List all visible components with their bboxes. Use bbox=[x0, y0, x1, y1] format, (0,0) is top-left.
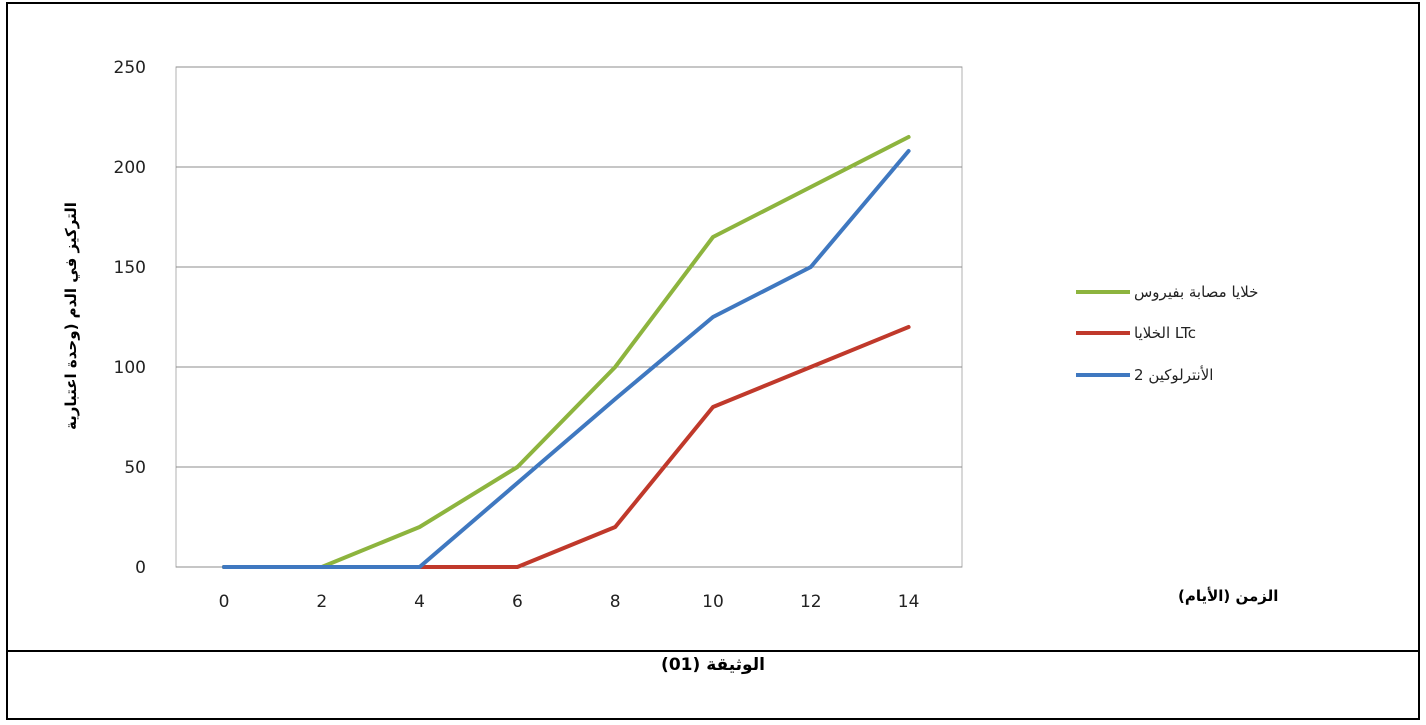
y-tick-label: 250 bbox=[114, 58, 146, 78]
x-tick-label: 8 bbox=[610, 592, 621, 612]
x-tick-label: 10 bbox=[702, 592, 724, 612]
caption-divider bbox=[6, 650, 1420, 652]
document-frame bbox=[6, 2, 1420, 720]
y-axis-label: التركيز في الدم (وحدة اعتبارية bbox=[62, 202, 80, 430]
x-tick-label: 6 bbox=[512, 592, 523, 612]
y-tick-label: 50 bbox=[124, 458, 146, 478]
x-axis-label: الزمن (الأيام) bbox=[1178, 587, 1278, 605]
line-chart: 0 50 100 150 200 250 0 2 4 6 8 10 12 14 خلايا مصابة … bbox=[62, 58, 1278, 612]
y-tick-label: 200 bbox=[114, 158, 146, 178]
series-line-3 bbox=[222, 149, 911, 569]
y-tick-label: 0 bbox=[135, 558, 146, 578]
x-tick-labels: 0 2 4 6 8 10 12 14 bbox=[219, 592, 920, 612]
y-tick-label: 150 bbox=[114, 258, 146, 278]
x-tick-label: 4 bbox=[414, 592, 425, 612]
legend: خلايا مصابة بفيروس الخلايا LTc الأنترلوكين… bbox=[1076, 283, 1258, 384]
series-line-1 bbox=[222, 135, 911, 569]
x-tick-label: 0 bbox=[219, 592, 230, 612]
y-tick-label: 100 bbox=[114, 358, 146, 378]
document-caption: الوثيقة (01) bbox=[661, 655, 765, 675]
plot-area bbox=[175, 66, 963, 568]
series-line-2 bbox=[222, 325, 911, 569]
x-tick-label: 2 bbox=[316, 592, 327, 612]
legend-label: الخلايا LTc bbox=[1134, 324, 1196, 342]
legend-label: الأنترلوكين 2 bbox=[1134, 365, 1213, 384]
y-tick-labels: 0 50 100 150 200 250 bbox=[114, 58, 146, 578]
x-tick-label: 14 bbox=[898, 592, 920, 612]
legend-label: خلايا مصابة بفيروس bbox=[1134, 283, 1258, 301]
gridlines bbox=[175, 66, 963, 568]
x-tick-label: 12 bbox=[800, 592, 822, 612]
series-lines bbox=[222, 135, 911, 569]
